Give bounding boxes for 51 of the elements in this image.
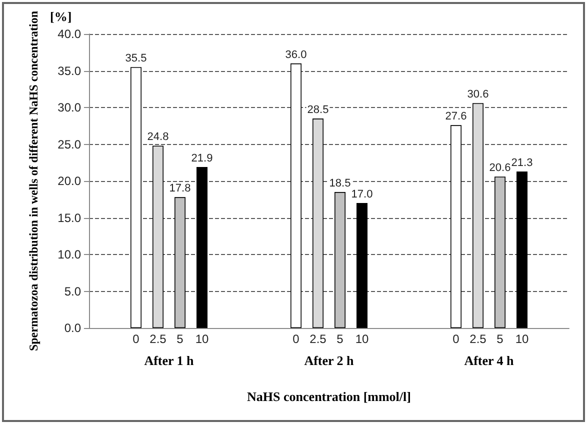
text: 5 [496,332,504,346]
bar [472,103,484,328]
data-label: 28.5 [307,104,329,116]
text: 0 [452,332,460,346]
bar [130,67,142,328]
data-label: 18.5 [329,178,351,190]
x-tick-label: After 4 h [464,353,515,368]
bar [334,192,346,328]
bar [450,125,462,328]
y-tick-label: 20.0 [58,174,82,188]
text: 2.5 [470,332,486,346]
bar [516,171,528,328]
data-label: 21.9 [191,152,213,165]
bar [356,203,368,328]
y-tick-label: 35.0 [58,64,82,78]
x-axis-title: NaHS concentration [mmol/l] [247,389,411,404]
text: 10 [195,332,209,346]
data-label: 30.6 [467,88,489,101]
bar [494,176,506,328]
data-label: 36.0 [285,48,307,61]
data-label: 20.6 [489,162,511,174]
y-tick-label: 25.0 [58,137,82,152]
y-axis-title: Spermatozoa distribution in wells of different NaHS concentration [26,10,40,352]
data-label: 27.6 [445,110,467,123]
x-tick-label: After 2 h [304,353,355,368]
data-label: 17.8 [169,182,191,195]
bar [174,197,186,328]
data-label: 35.5 [125,52,147,65]
data-label: 17.0 [351,188,373,201]
series-label: 10 [515,332,529,346]
text: 10 [355,332,369,346]
series-label: 2.5 [150,332,167,346]
data-label: 21.3 [511,156,533,169]
y-tick-label: 5.0 [64,284,82,298]
y-tick-label: 0.0 [64,321,82,335]
series-label: 0 [132,332,140,346]
y-tick-label: 30.0 [58,100,82,114]
y-tick-label: 10.0 [58,248,82,262]
text: 5 [336,332,344,346]
bar [290,63,302,328]
data-label: 24.8 [147,131,169,144]
text: 0 [292,332,300,346]
x-tick-label: After 1 h [144,353,195,368]
text: 2.5 [310,332,326,346]
y-tick-label: 40.0 [58,27,82,41]
bar [312,118,324,328]
bar [196,167,208,328]
series-label: 5 [176,332,184,346]
y-tick-label: 15.0 [58,210,82,225]
bar [152,146,164,328]
text: [%] [50,9,72,24]
